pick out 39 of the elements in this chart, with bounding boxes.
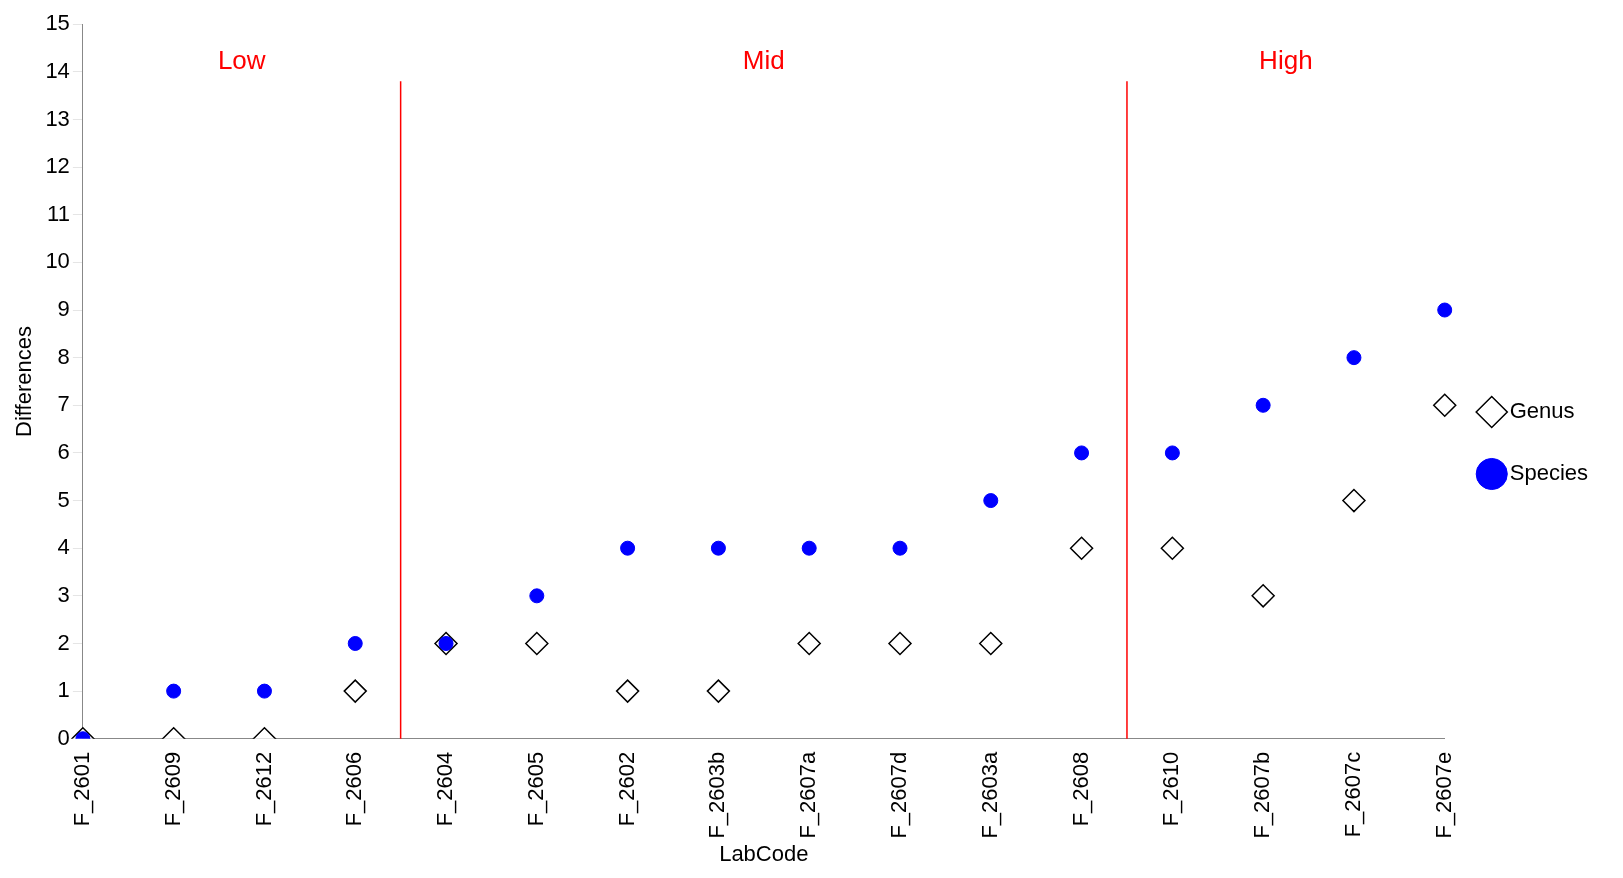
x-tick-label: F_2606 [341,751,367,827]
y-tick-label: 9 [57,296,70,322]
x-tick-label: F_2607e [1430,751,1456,839]
annotation: High [1259,45,1313,76]
x-axis-title: LabCode [719,840,809,866]
x-tick-label: F_2607b [1249,751,1275,839]
y-tick-label: 14 [45,57,70,83]
y-tick-label: 10 [45,248,70,274]
y-tick-label: 11 [47,200,70,226]
legend-label: Species [1509,460,1589,486]
y-tick-label: 1 [57,677,70,703]
y-axis-title: Differences [11,326,37,437]
y-tick-label: 4 [57,534,70,560]
y-tick-label: 8 [57,343,70,369]
x-tick-label: F_2609 [159,751,185,827]
x-tick-label: F_2601 [68,751,94,827]
y-tick-label: 5 [57,486,70,512]
x-tick-label: F_2602 [613,751,639,827]
y-tick-label: 15 [45,10,70,36]
x-tick-label: F_2605 [522,751,548,827]
x-tick-label: F_2603a [976,750,1002,839]
y-tick-label: 7 [57,391,70,417]
x-tick-label: F_2604 [432,751,458,827]
x-tick-label: F_2607a [795,750,821,839]
y-tick-label: 12 [45,153,70,179]
annotation: Low [217,45,266,76]
legend-label: Genus [1509,398,1575,424]
annotation: Mid [742,45,785,76]
y-tick-label: 3 [57,581,70,607]
x-tick-label: F_2608 [1067,751,1093,827]
x-tick-label: F_2607d [886,751,912,839]
y-tick-label: 13 [45,105,70,131]
x-tick-label: F_2607c [1340,751,1365,838]
x-tick-label: F_2612 [250,751,276,827]
x-tick-label: F_2610 [1158,751,1184,827]
y-tick-label: 6 [57,438,70,464]
y-tick-label: 2 [57,629,70,655]
x-tick-label: F_2603b [704,751,730,839]
y-tick-label: 0 [57,724,70,750]
